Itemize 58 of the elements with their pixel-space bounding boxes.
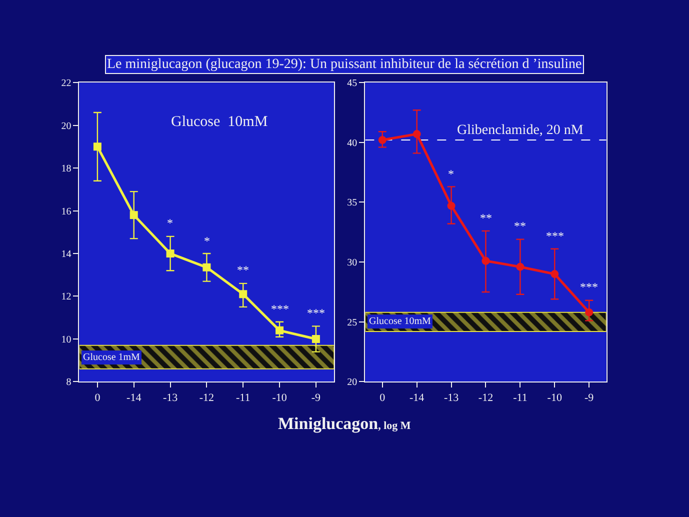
point (312, 334, 320, 343)
data-label: *** (580, 280, 598, 294)
data-label: * (204, 234, 210, 248)
point (516, 262, 524, 271)
point (447, 202, 456, 210)
point (378, 136, 386, 144)
x-tick-label: -14 (126, 392, 142, 404)
data-label: * (448, 167, 454, 181)
point (585, 308, 594, 316)
y-tick-label: 10 (61, 334, 72, 346)
y-tick-label: 12 (61, 292, 72, 303)
x-tick-label: -10 (272, 392, 288, 404)
y-tick-label: 40 (347, 138, 358, 149)
x-tick-label: -11 (236, 392, 250, 404)
y-tick-label: 45 (347, 78, 358, 90)
data-label: ** (514, 219, 526, 233)
point (239, 290, 248, 298)
y-tick-label: 18 (61, 164, 72, 175)
data-label: *** (546, 229, 564, 243)
data-label: *** (307, 306, 325, 320)
data-label: ** (480, 211, 492, 225)
x-tick-label: -13 (162, 392, 178, 404)
y-tick-label: 30 (347, 258, 358, 269)
x-tick-label: -12 (478, 392, 494, 404)
y-tick-label: 25 (347, 317, 358, 328)
x-tick-label: -13 (444, 392, 460, 404)
x-tick-label: -10 (547, 392, 562, 404)
y-tick-label: 20 (347, 377, 358, 388)
point (93, 142, 102, 151)
x-tick-label: -11 (513, 392, 528, 404)
x-axis-title: Miniglucagon, log M (278, 414, 412, 433)
data-label: *** (271, 302, 289, 316)
point (202, 263, 211, 272)
x-tick-label: -14 (410, 392, 425, 404)
ref-line-label: Glibenclamide, 20 nM (457, 123, 584, 138)
y-tick-label: 16 (61, 206, 72, 218)
x-tick-label: -9 (584, 392, 594, 404)
y-tick-label: 8 (66, 377, 72, 388)
point (166, 250, 174, 258)
x-tick-label: -12 (199, 392, 214, 404)
x-tick-label: 0 (380, 392, 386, 404)
x-tick-label: 0 (94, 392, 101, 404)
point (276, 326, 284, 334)
y-tick-label: 20 (61, 120, 72, 132)
band-label: Glucose 10mM (369, 316, 432, 327)
annotation: Glucose 10mM (171, 114, 268, 130)
x-tick-label: -9 (311, 392, 322, 404)
band-label: Glucose 1mM (83, 352, 140, 363)
point (550, 270, 559, 278)
point (130, 211, 138, 220)
point (482, 256, 490, 265)
data-label: * (167, 216, 173, 230)
y-tick-label: 14 (61, 249, 72, 260)
data-label: ** (237, 263, 249, 277)
y-tick-label: 22 (61, 78, 72, 90)
point (412, 130, 421, 138)
y-tick-label: 35 (347, 198, 358, 209)
chart-title: Le miniglucagon (glucagon 19-29): Un puissant inhibiteur de la sécrétion d ’insuline (107, 57, 582, 72)
